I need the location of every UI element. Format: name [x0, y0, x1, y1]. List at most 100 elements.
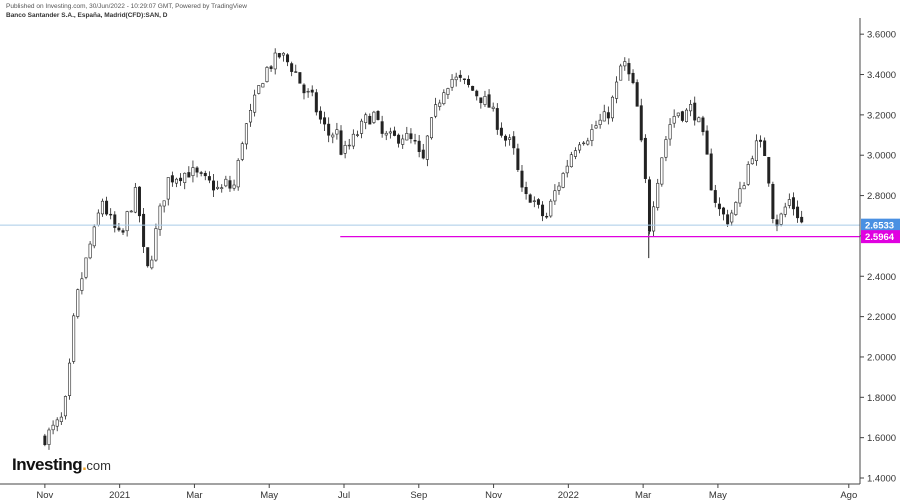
support-badge [861, 230, 900, 244]
candle-body [158, 205, 162, 230]
candle-body [253, 94, 257, 113]
candle-body [495, 108, 499, 130]
x-tick-label: 2021 [109, 490, 130, 501]
candle-body [347, 144, 351, 147]
y-tick-label: 2.8000 [867, 191, 896, 202]
candle-body [331, 134, 335, 138]
candle-body [351, 133, 355, 147]
candle-body [174, 178, 178, 184]
candle-body [413, 140, 417, 142]
candle-body [483, 96, 487, 105]
candle-body [499, 127, 503, 136]
candle-body [656, 182, 660, 208]
candle-body [80, 278, 84, 291]
candle-body [569, 154, 573, 168]
candle-body [787, 199, 791, 206]
candle-body [508, 137, 512, 140]
candle-body [705, 130, 709, 155]
candle-body [578, 144, 582, 151]
candle-body [582, 142, 586, 145]
candle-body [767, 157, 771, 184]
candle-body [240, 143, 244, 160]
logo-brand: Investing [12, 455, 83, 474]
candle-body [137, 186, 141, 217]
candle-body [635, 82, 639, 107]
candle-body [224, 178, 228, 187]
candle-body [294, 71, 298, 73]
x-tick-label: Mar [186, 490, 202, 501]
candle-body [701, 117, 705, 133]
candle-body [512, 136, 516, 149]
x-tick-label: Mar [635, 490, 651, 501]
candle-body [162, 200, 166, 207]
candle-body [730, 212, 734, 223]
candle-body [602, 111, 606, 122]
candle-body [417, 140, 421, 152]
candle-body [746, 164, 750, 185]
candle-body [668, 124, 672, 140]
candle-body [100, 200, 104, 215]
candle-body [125, 211, 129, 232]
candle-body [536, 199, 540, 205]
candle-body [783, 206, 787, 215]
candle-body [779, 213, 783, 225]
candle-body [759, 139, 763, 142]
candle-body [84, 257, 88, 278]
candle-body [117, 227, 121, 231]
candle-body [228, 180, 232, 189]
candle-body [541, 204, 545, 217]
candle-body [709, 153, 713, 191]
candle-body [631, 72, 635, 84]
x-tick-label: Nov [36, 490, 53, 501]
candle-body [549, 200, 553, 217]
candle-body [170, 175, 174, 183]
candle-body [310, 89, 314, 93]
candle-body [72, 315, 76, 362]
logo-dot: . [82, 455, 87, 474]
candle-body [623, 61, 627, 67]
candle-body [401, 138, 405, 145]
y-tick-label: 1.8000 [867, 393, 896, 404]
candle-body [763, 140, 767, 157]
candle-body [179, 177, 183, 182]
candle-body [738, 188, 742, 204]
candle-body [129, 210, 133, 213]
candle-body [594, 125, 598, 129]
axes: 3.60003.40003.20003.00002.80002.60002.40… [0, 18, 896, 501]
candle-body [343, 145, 347, 154]
last-price-badge [861, 218, 900, 232]
candle-body [693, 102, 697, 121]
candle-body [409, 133, 413, 140]
candle-body [232, 184, 236, 189]
x-tick-label: May [260, 490, 278, 501]
candle-body [96, 212, 100, 226]
candle-body [109, 213, 113, 216]
candle-body [680, 111, 684, 121]
x-tick-label: Sep [410, 490, 427, 501]
candle-body [105, 200, 109, 215]
candle-body [388, 131, 392, 134]
candle-body [92, 226, 96, 247]
candle-body [286, 54, 290, 63]
candle-body [376, 111, 380, 120]
candle-body [553, 190, 557, 202]
candle-body [43, 435, 47, 446]
x-tick-label: Ago [840, 490, 857, 501]
candle-body [438, 102, 442, 107]
candle-body [281, 52, 285, 56]
candle-body [207, 176, 211, 181]
candle-body [475, 90, 479, 97]
candle-body [318, 110, 322, 120]
candle-body [504, 135, 508, 141]
candle-body [236, 160, 240, 188]
y-tick-label: 2.0000 [867, 352, 896, 363]
candle-body [619, 65, 623, 81]
candle-body [364, 114, 368, 123]
y-tick-label: 3.2000 [867, 110, 896, 121]
candle-body [203, 172, 207, 177]
candle-body [791, 197, 795, 210]
candle-body [212, 180, 216, 191]
candle-body [520, 170, 524, 188]
candle-body [47, 429, 51, 445]
